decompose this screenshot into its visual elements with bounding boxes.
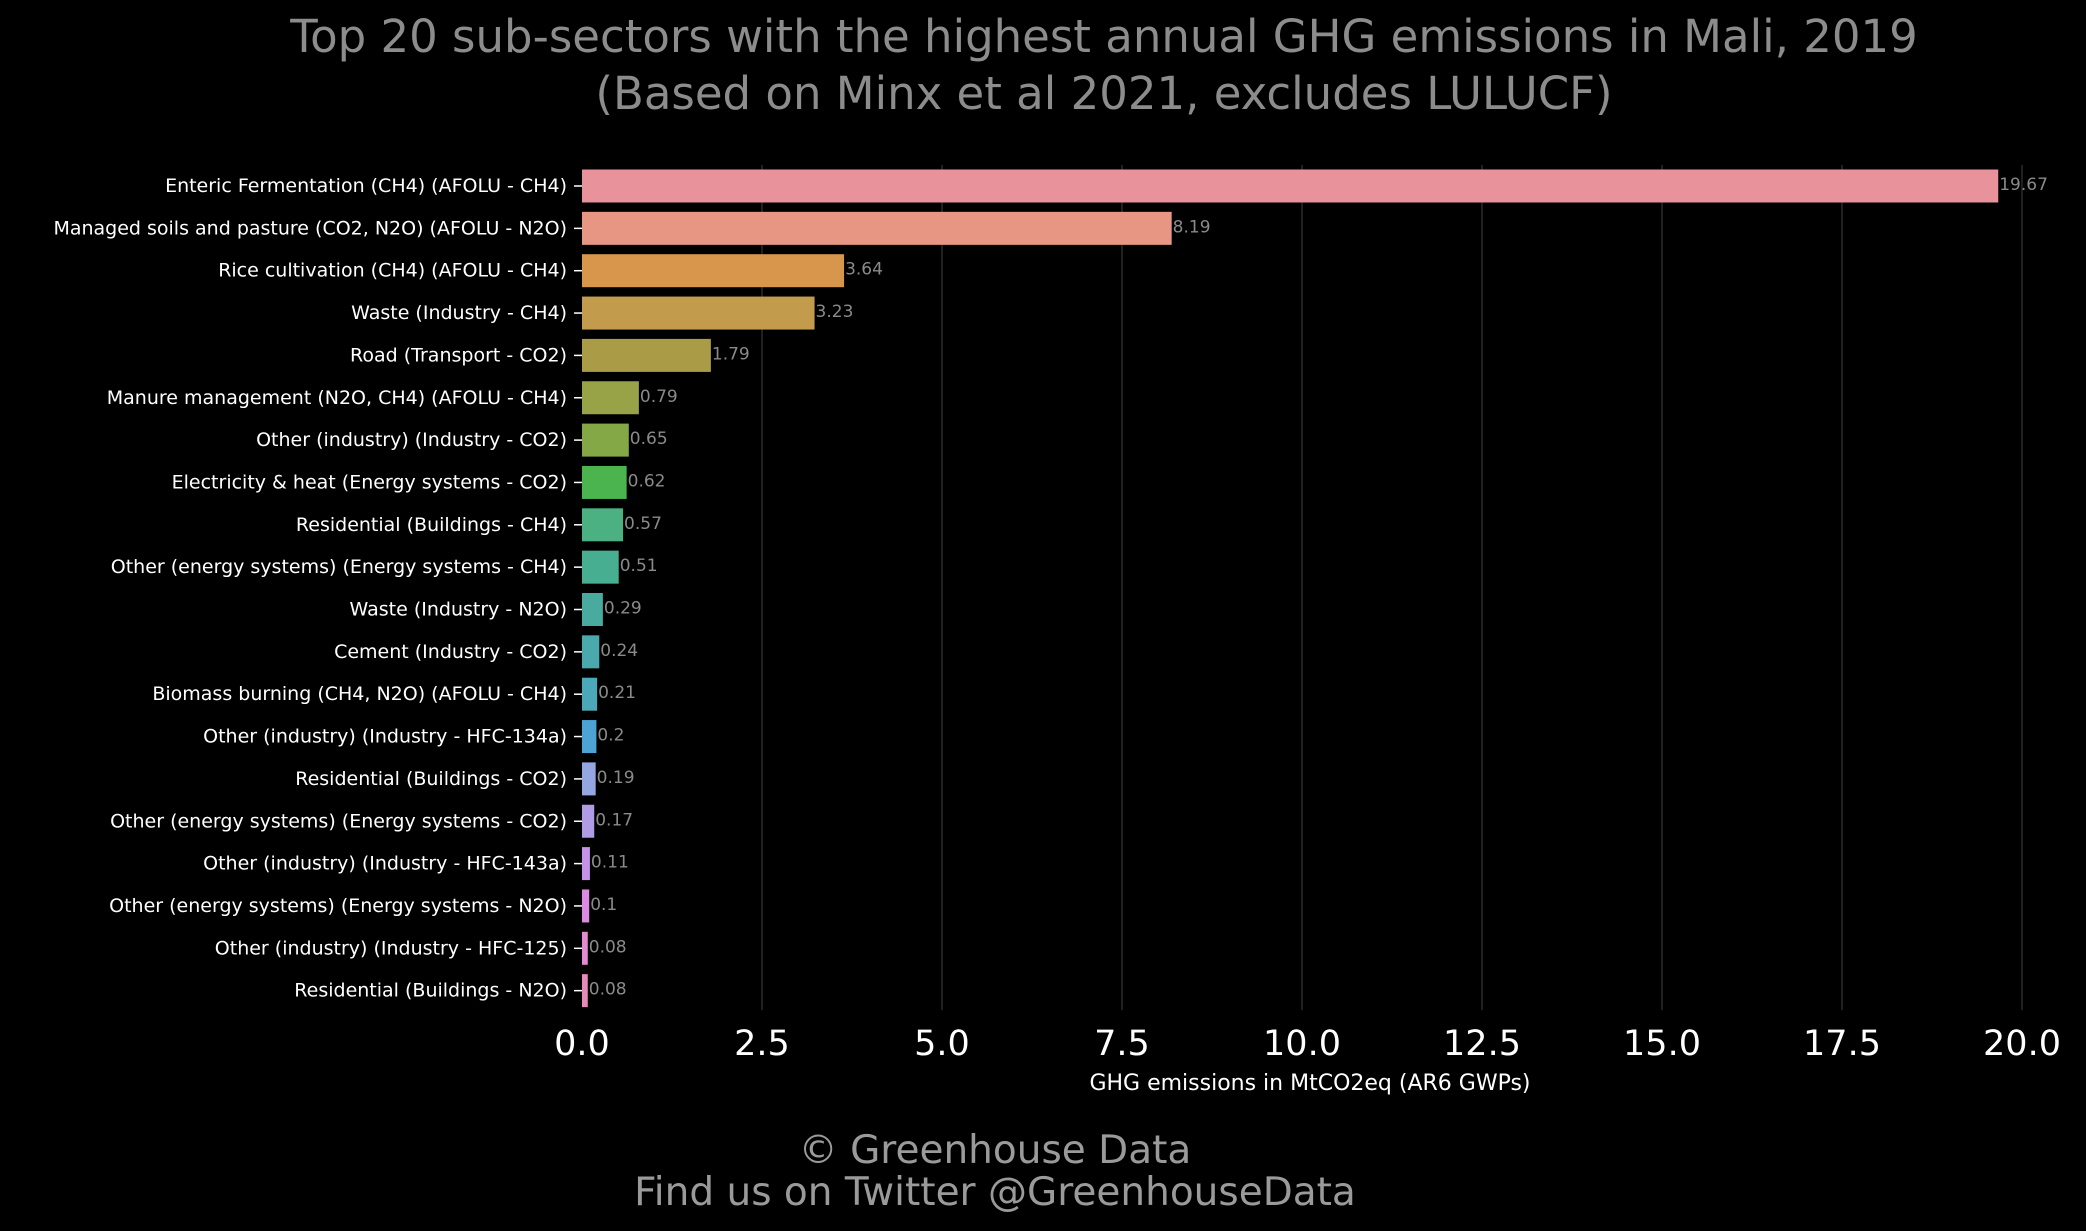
bar [582,720,597,754]
x-axis-ticks: 0.0 2.5 5.0 7.5 10.0 12.5 15.0 17.5 20.0 [554,1024,2061,1064]
bar [582,296,815,330]
bar [582,635,600,669]
x-tick-label: 10.0 [1263,1024,1341,1064]
bar [582,974,588,1008]
category-label: Residential (Buildings - N2O) [294,980,567,1002]
value-label: 3.23 [816,302,854,322]
bar [582,593,603,626]
category-label: Electricity & heat (Energy systems - CO2… [172,471,567,493]
value-label: 0.62 [628,471,666,491]
x-tick-label: 17.5 [1803,1024,1881,1064]
category-label: Enteric Fermentation (CH4) (AFOLU - CH4) [165,175,567,197]
value-label: 0.19 [597,768,635,788]
bar [582,762,596,796]
value-label: 1.79 [712,344,750,364]
bar [582,889,590,923]
category-label: Biomass burning (CH4, N2O) (AFOLU - CH4) [152,683,567,705]
value-labels: 19.67 8.19 3.64 3.23 1.79 0.79 0.65 0.62 0.57 0.5… [589,175,2048,1000]
category-label: Other (energy systems) (Energy systems -… [111,556,567,578]
x-tick-label: 20.0 [1983,1024,2061,1064]
category-label: Other (industry) (Industry - HFC-134a) [203,726,567,748]
category-label: Other (energy systems) (Energy systems -… [109,895,567,917]
bar [582,338,711,372]
category-label: Managed soils and pasture (CO2, N2O) (AF… [53,217,567,239]
category-label: Rice cultivation (CH4) (AFOLU - CH4) [218,260,567,282]
category-label: Road (Transport - CO2) [350,344,567,366]
category-label: Residential (Buildings - CO2) [295,768,567,790]
bar [582,381,639,415]
value-label: 8.19 [1173,217,1211,237]
bar [582,169,1999,203]
value-label: 0.79 [640,387,678,407]
value-label: 0.2 [597,726,624,746]
chart-subtitle: (Based on Minx et al 2021, excludes LULU… [595,67,1612,120]
bar [582,931,588,965]
category-label: Other (industry) (Industry - HFC-125) [215,937,567,959]
value-label: 19.67 [1999,175,2048,195]
footer-copyright: © Greenhouse Data [799,1128,1192,1173]
value-label: 0.17 [595,810,633,830]
bar [582,677,598,711]
category-label: Waste (Industry - N2O) [350,599,567,621]
value-label: 0.24 [600,641,638,661]
category-label: Waste (Industry - CH4) [351,302,567,324]
category-label: Other (energy systems) (Energy systems -… [110,810,567,832]
bars [582,169,1999,1008]
category-labels: Enteric Fermentation (CH4) (AFOLU - CH4)… [53,175,582,1002]
value-label: 3.64 [845,260,883,280]
value-label: 0.57 [624,514,662,534]
bar [582,804,595,838]
value-label: 0.08 [589,937,627,957]
value-label: 0.1 [590,895,617,915]
category-label: Other (industry) (Industry - HFC-143a) [203,853,567,875]
x-tick-label: 7.5 [1094,1024,1150,1064]
x-tick-label: 15.0 [1623,1024,1701,1064]
footer-twitter: Find us on Twitter @GreenhouseData [634,1170,1356,1215]
category-label: Other (industry) (Industry - CO2) [256,429,567,451]
x-tick-label: 2.5 [734,1024,790,1064]
x-tick-label: 12.5 [1443,1024,1521,1064]
category-label: Manure management (N2O, CH4) (AFOLU - CH… [107,387,567,409]
bar [582,211,1172,245]
category-label: Cement (Industry - CO2) [334,641,567,663]
value-label: 0.21 [598,683,636,703]
bar [582,508,624,542]
bar [582,847,590,881]
category-label: Residential (Buildings - CH4) [296,514,567,536]
x-tick-label: 5.0 [914,1024,970,1064]
bar [582,254,845,288]
chart-title: Top 20 sub-sectors with the highest annu… [289,10,1917,63]
value-label: 0.29 [604,599,642,619]
bar [582,423,629,457]
bar [582,465,627,499]
value-label: 0.08 [589,980,627,1000]
x-tick-label: 0.0 [554,1024,610,1064]
gridlines [761,165,2023,1010]
value-label: 0.51 [620,556,658,576]
x-axis-title: GHG emissions in MtCO2eq (AR6 GWPs) [1089,1071,1530,1096]
value-label: 0.11 [591,853,629,873]
bar [582,550,619,584]
value-label: 0.65 [630,429,668,449]
